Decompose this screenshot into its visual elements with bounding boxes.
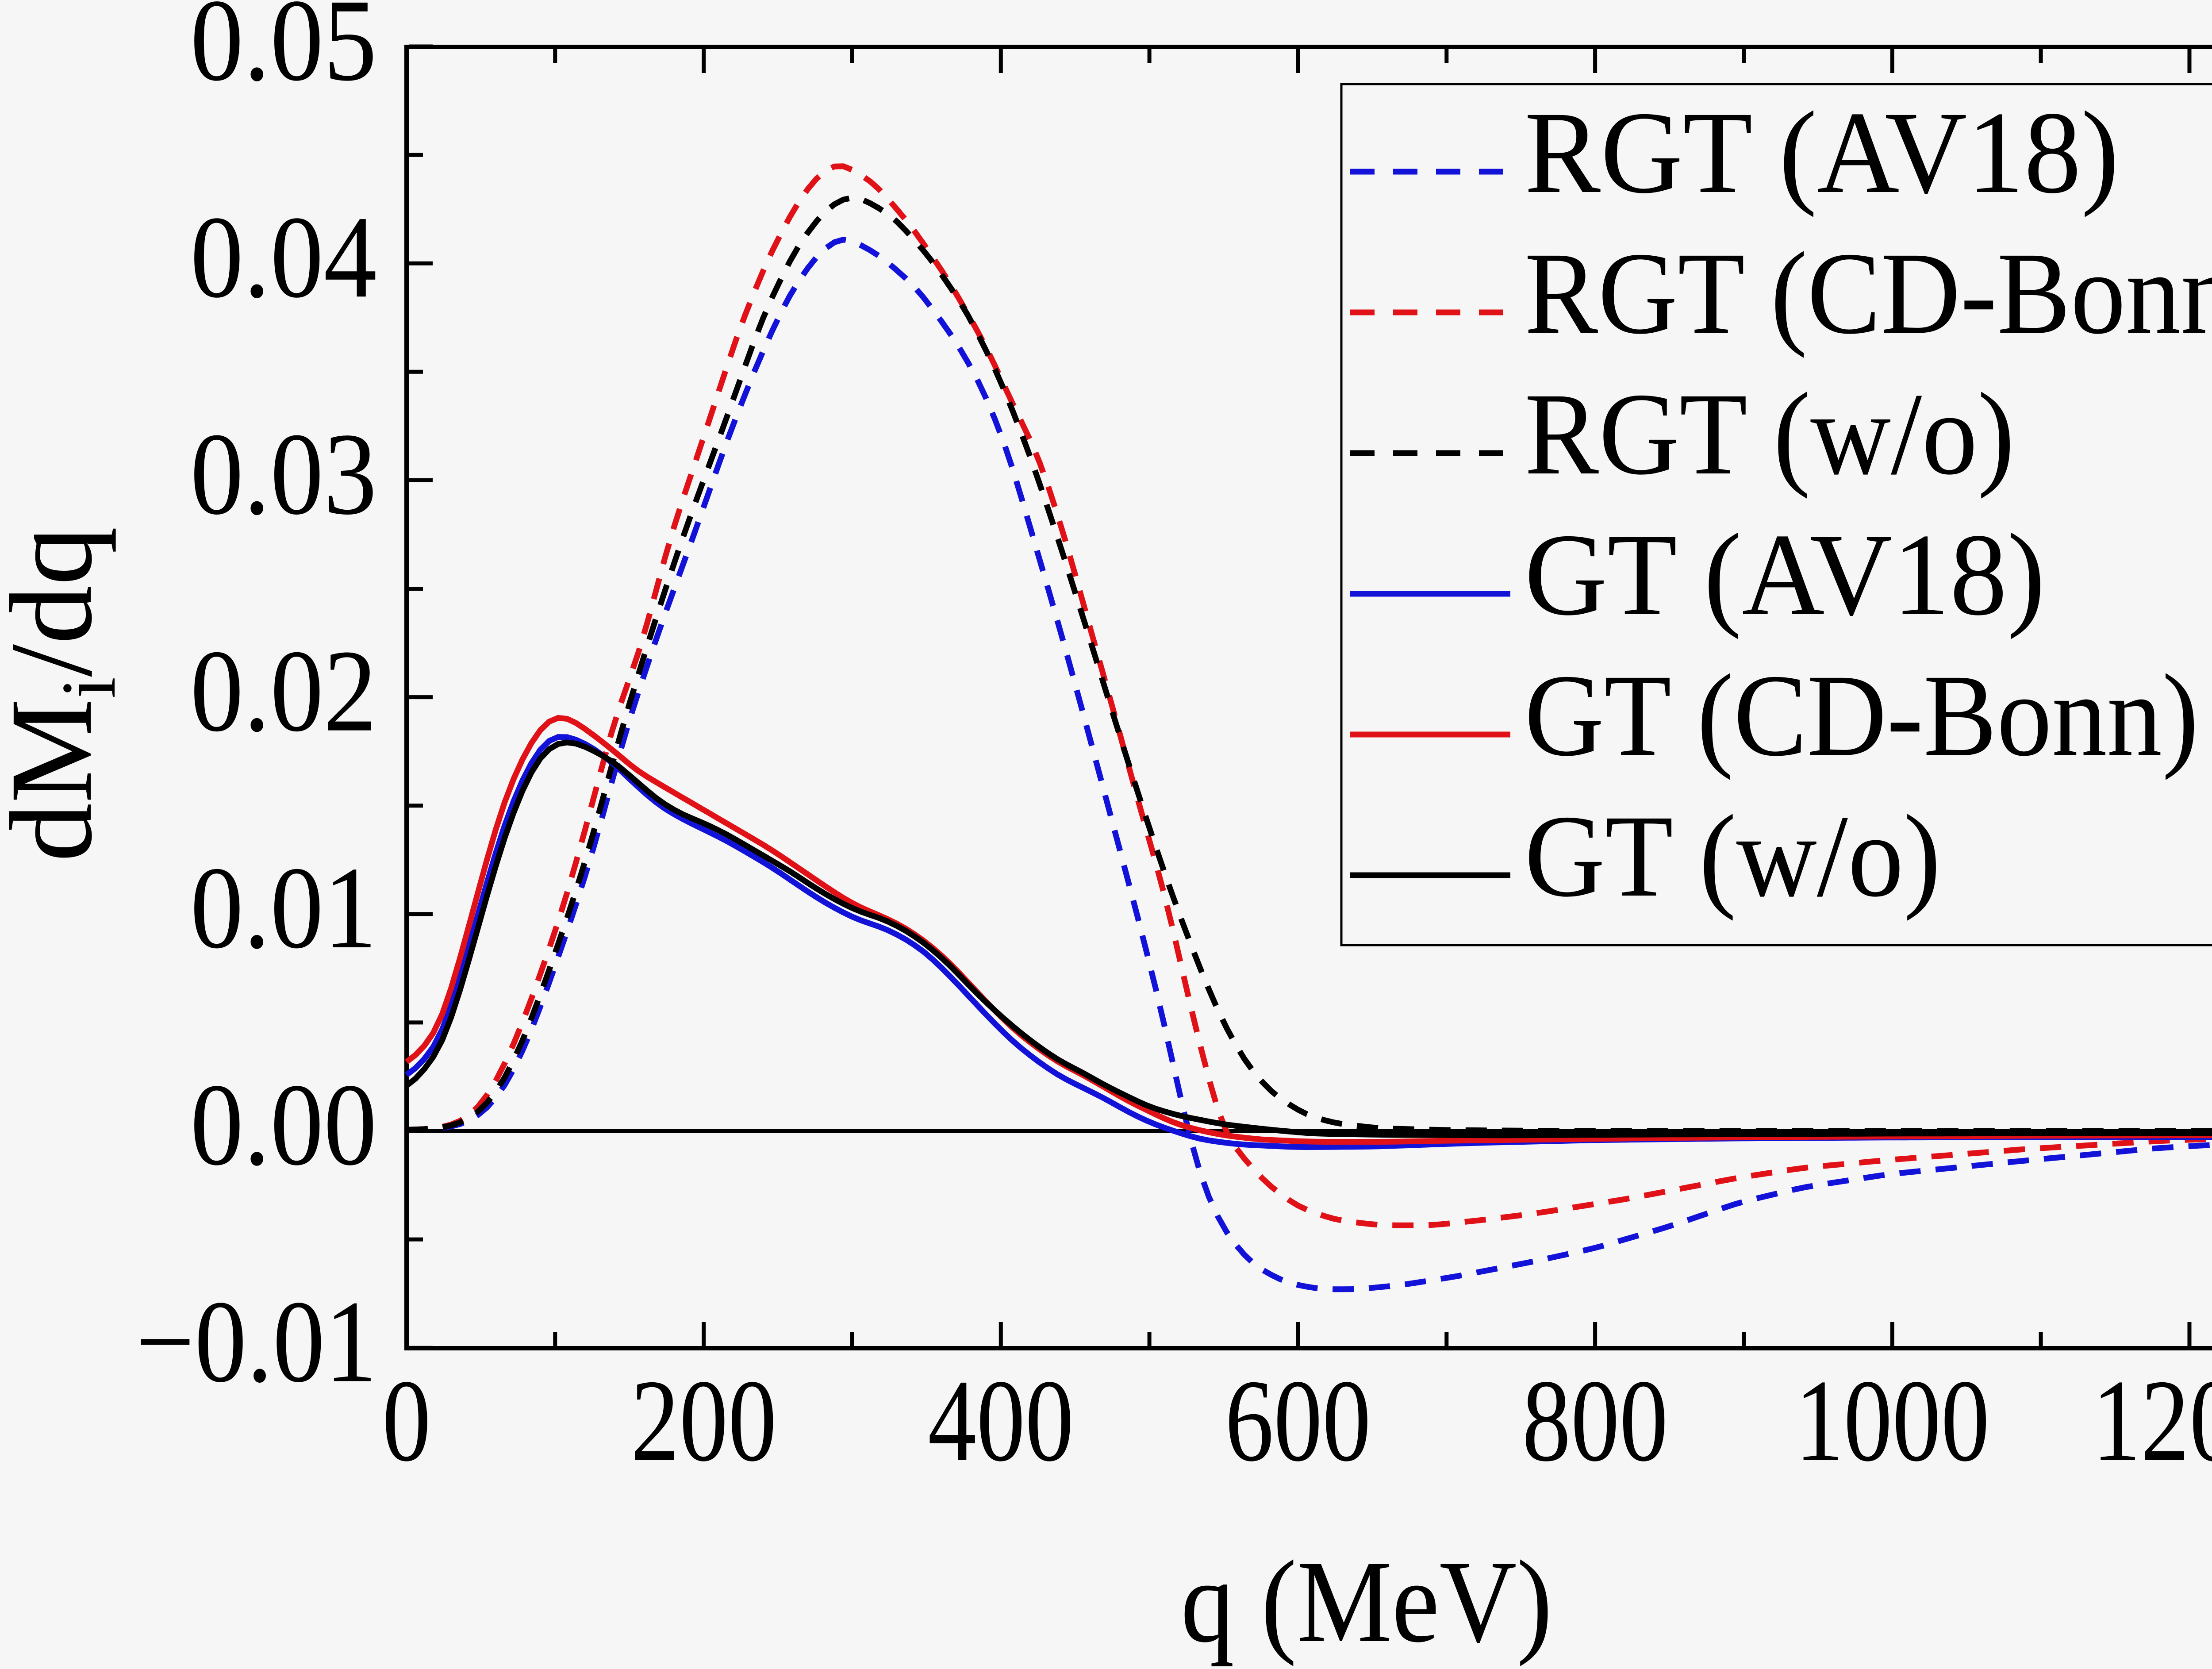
svg-text:200: 200 bbox=[631, 1355, 777, 1486]
svg-text:−0.01: −0.01 bbox=[136, 1276, 377, 1407]
svg-text:RGT (w/o): RGT (w/o) bbox=[1525, 369, 2015, 499]
svg-text:1000: 1000 bbox=[1795, 1355, 1989, 1486]
svg-text:0.01: 0.01 bbox=[190, 842, 377, 973]
svg-text:GT (AV18): GT (AV18) bbox=[1525, 509, 2045, 640]
svg-text:0.03: 0.03 bbox=[190, 408, 377, 539]
svg-text:GT (CD-Bonn): GT (CD-Bonn) bbox=[1525, 650, 2199, 781]
svg-text:GT (w/o): GT (w/o) bbox=[1525, 791, 1941, 921]
svg-text:RGT (CD-Bonn): RGT (CD-Bonn) bbox=[1525, 228, 2212, 358]
svg-text:RGT (AV18): RGT (AV18) bbox=[1525, 87, 2119, 218]
svg-text:q (MeV): q (MeV) bbox=[1181, 1536, 1552, 1667]
svg-text:400: 400 bbox=[928, 1355, 1074, 1486]
svg-text:0: 0 bbox=[382, 1355, 431, 1486]
svg-text:0.02: 0.02 bbox=[190, 626, 377, 756]
svg-text:0.04: 0.04 bbox=[190, 192, 377, 322]
svg-text:800: 800 bbox=[1522, 1355, 1668, 1486]
svg-text:0.00: 0.00 bbox=[190, 1059, 377, 1190]
svg-text:1200: 1200 bbox=[2092, 1355, 2212, 1486]
svg-text:0.05: 0.05 bbox=[190, 0, 377, 105]
svg-text:600: 600 bbox=[1225, 1355, 1371, 1486]
